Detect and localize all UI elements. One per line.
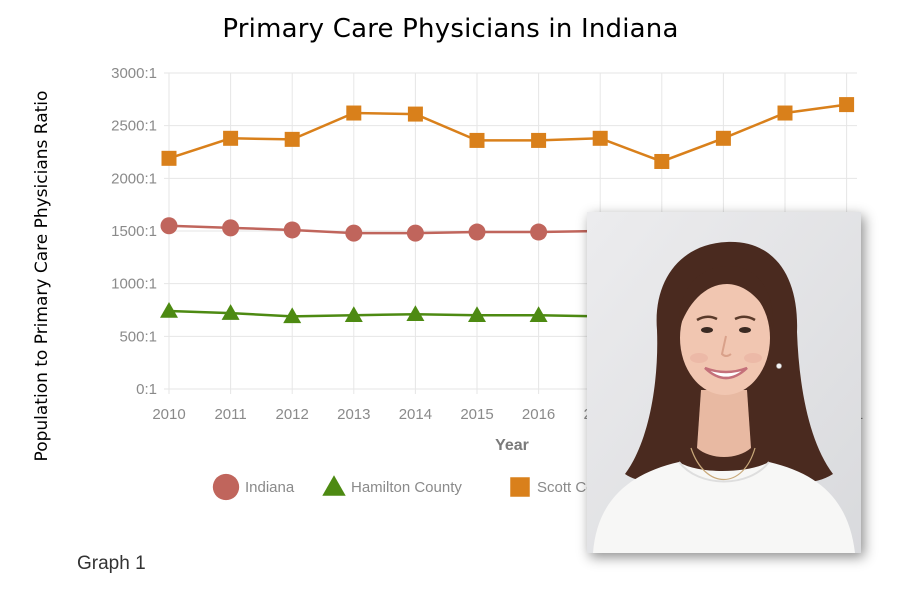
x-tick-label: 2014 (399, 406, 432, 423)
legend-item: Hamilton County (322, 475, 462, 496)
data-point (530, 223, 548, 241)
x-tick-label: 2010 (152, 406, 185, 423)
data-point (469, 132, 485, 148)
data-point (344, 306, 363, 323)
figure-caption: Graph 1 (77, 553, 146, 574)
data-point (223, 130, 239, 146)
data-point (283, 221, 301, 239)
y-tick-label: 2500:1 (111, 118, 157, 135)
legend-label: Hamilton County (351, 479, 462, 496)
data-point (777, 105, 793, 121)
x-tick-label: 2011 (214, 406, 246, 423)
portrait-photo (587, 212, 861, 553)
portrait-illustration (587, 212, 861, 553)
data-point (531, 132, 547, 148)
data-point (346, 105, 362, 121)
data-point (592, 130, 608, 146)
data-point (322, 475, 346, 496)
data-point (406, 224, 424, 242)
x-tick-label: 2013 (337, 406, 370, 423)
data-point (839, 97, 855, 113)
data-point (345, 224, 363, 242)
y-tick-labels: 0:1 500:1 1000:1 1500:1 2000:1 2500:1 3000:1 (111, 65, 157, 398)
data-point (468, 306, 486, 323)
x-tick-label: 2016 (522, 406, 555, 423)
x-tick-label: 2015 (460, 406, 493, 423)
data-point (212, 473, 240, 501)
y-tick-label: 3000:1 (111, 65, 157, 82)
legend-item: Indiana (212, 473, 295, 501)
series-line (168, 103, 847, 163)
data-point (715, 130, 731, 146)
data-point (284, 131, 300, 147)
data-point (161, 150, 177, 166)
data-point (160, 302, 178, 318)
data-point (221, 304, 240, 320)
y-tick-label: 2000:1 (111, 170, 157, 187)
data-point (654, 153, 670, 169)
data-point (529, 306, 548, 323)
legend: Indiana Hamilton County Scott County (212, 473, 623, 501)
y-tick-label: 0:1 (136, 381, 157, 398)
data-point (406, 305, 425, 321)
chart-title: Primary Care Physicians in Indiana (222, 14, 679, 44)
y-tick-label: 1000:1 (111, 276, 157, 293)
legend-label: Indiana (245, 479, 295, 496)
data-point (283, 307, 302, 324)
x-axis-label: Year (495, 437, 529, 454)
y-tick-label: 500:1 (119, 328, 157, 345)
y-tick-label: 1500:1 (111, 223, 157, 240)
data-point (510, 477, 530, 497)
data-point (407, 106, 423, 122)
series-scott-county (161, 97, 855, 169)
data-point (468, 223, 486, 241)
x-tick-label: 2012 (276, 406, 309, 423)
data-point (222, 219, 240, 237)
data-point (160, 217, 178, 235)
